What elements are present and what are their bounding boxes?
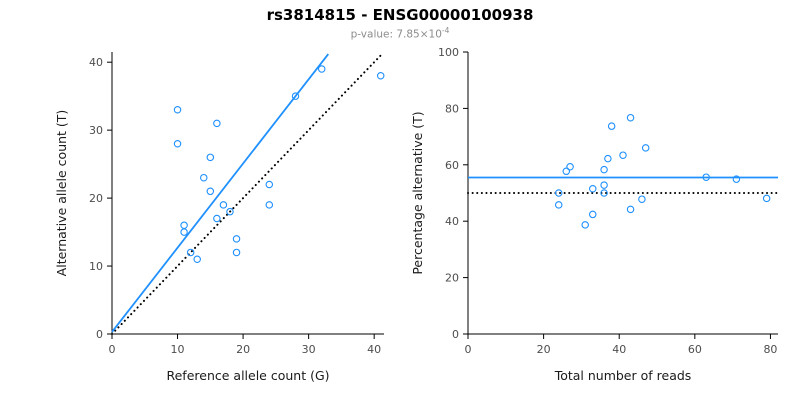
svg-text:Reference allele count (G): Reference allele count (G) — [166, 368, 329, 383]
pvalue-exponent: -4 — [441, 26, 450, 35]
figure-subtitle: p-value: 7.85×10-4 — [0, 26, 800, 41]
svg-text:20: 20 — [236, 343, 250, 356]
svg-text:10: 10 — [89, 260, 103, 273]
svg-text:80: 80 — [763, 343, 777, 356]
svg-text:20: 20 — [537, 343, 551, 356]
svg-text:40: 40 — [367, 343, 381, 356]
svg-text:60: 60 — [445, 159, 459, 172]
svg-text:40: 40 — [445, 215, 459, 228]
svg-text:0: 0 — [96, 328, 103, 341]
scatter-allele-counts: 0 10 20 30 40 0 10 20 30 40 Reference allele count… — [54, 52, 385, 383]
svg-text:60: 60 — [688, 343, 702, 356]
svg-text:0: 0 — [109, 343, 116, 356]
svg-text:20: 20 — [445, 272, 459, 285]
svg-text:20: 20 — [89, 192, 103, 205]
scatter-percentage-alternative: 0 20 40 60 80 0 20 40 60 80 100 Total number of rea… — [410, 46, 779, 383]
svg-text:0: 0 — [452, 328, 459, 341]
svg-text:10: 10 — [171, 343, 185, 356]
svg-text:30: 30 — [302, 343, 316, 356]
svg-text:Alternative allele count (T): Alternative allele count (T) — [54, 110, 69, 277]
svg-text:0: 0 — [465, 343, 472, 356]
svg-text:40: 40 — [612, 343, 626, 356]
svg-text:40: 40 — [89, 56, 103, 69]
svg-text:30: 30 — [89, 124, 103, 137]
figure-title: rs3814815 - ENSG00000100938 — [266, 6, 534, 24]
svg-text:Total number of reads: Total number of reads — [554, 368, 692, 383]
svg-text:100: 100 — [438, 46, 459, 59]
svg-text:Percentage alternative (T): Percentage alternative (T) — [410, 111, 425, 274]
pvalue-text: p-value: 7.85×10 — [350, 28, 442, 41]
svg-text:80: 80 — [445, 102, 459, 115]
